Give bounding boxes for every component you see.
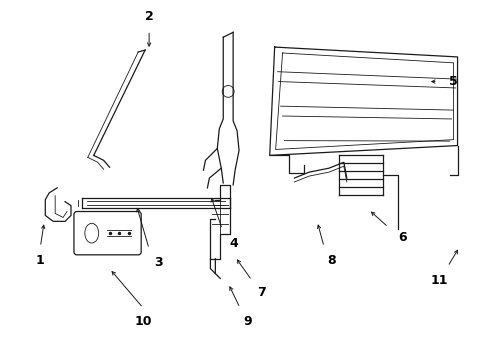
Text: 1: 1 [36, 254, 44, 267]
Text: 11: 11 [430, 274, 447, 287]
Text: 4: 4 [229, 237, 238, 249]
Text: 9: 9 [243, 315, 252, 328]
Text: 6: 6 [397, 231, 406, 244]
Text: 10: 10 [134, 315, 152, 328]
Text: 5: 5 [448, 75, 457, 88]
Text: 3: 3 [154, 256, 163, 269]
Text: 8: 8 [327, 254, 336, 267]
Text: 2: 2 [144, 10, 153, 23]
Text: 7: 7 [257, 286, 265, 299]
